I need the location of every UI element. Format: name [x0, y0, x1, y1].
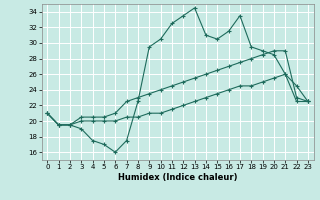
X-axis label: Humidex (Indice chaleur): Humidex (Indice chaleur) — [118, 173, 237, 182]
